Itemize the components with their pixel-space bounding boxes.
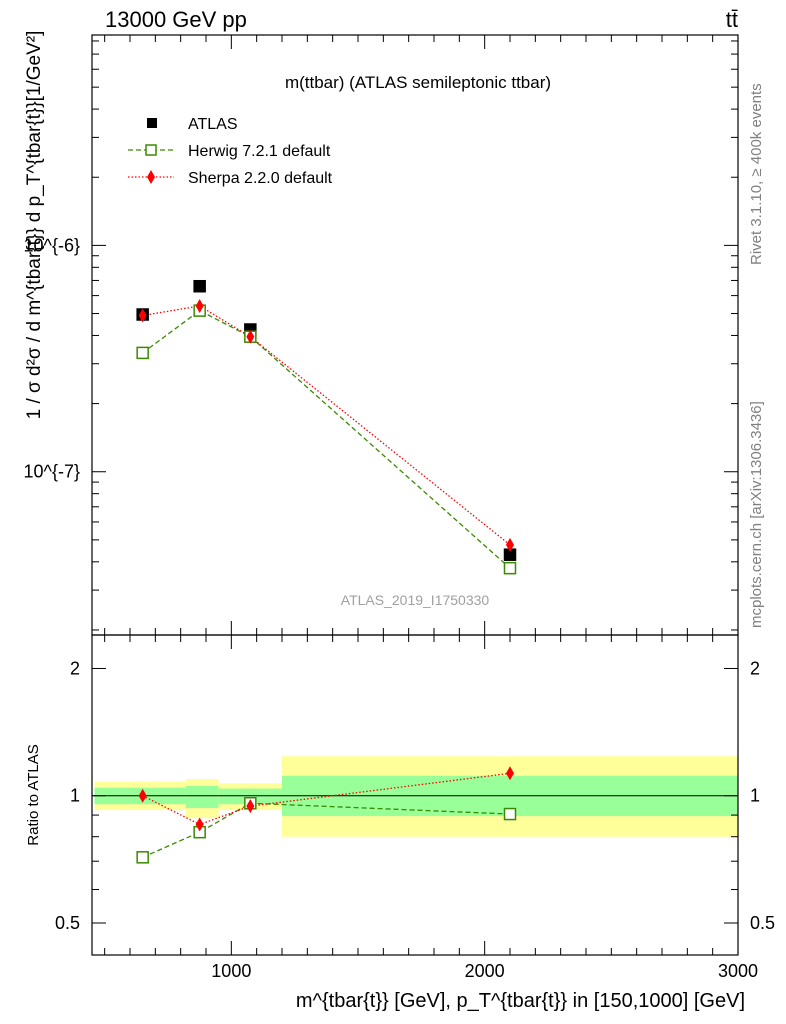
beam-label: 13000 GeV pp [105, 7, 247, 32]
ratio-y-ticks: 0.5 0.5 1 1 2 2 [55, 658, 775, 933]
sherpa-point [195, 298, 204, 313]
sherpa-ratio-point [138, 788, 147, 803]
process-label: tt̄ [726, 7, 738, 32]
legend: ATLAS Herwig 7.2.1 default Sherpa 2.2.0 … [128, 116, 333, 187]
legend-label-atlas: ATLAS [188, 116, 238, 133]
ratio-ylabel: Ratio to ATLAS [25, 744, 42, 845]
main-y-tick-label: 10^{-6} [24, 235, 81, 255]
main-y-tick-label: 10^{-7} [24, 462, 81, 482]
ratio-series-layer [136, 766, 517, 864]
mcplots-label: mcplots.cern.ch [arXiv:1306.3436] [748, 401, 765, 628]
atlas-point [193, 279, 206, 293]
ratio-y-tick-label: 2 [70, 658, 80, 678]
legend-entry-atlas: ATLAS [147, 116, 238, 133]
herwig-point [136, 346, 149, 360]
ratio-xlabel: m^{tbar{t}} [GeV], p_T^{tbar{t}} in [150… [296, 990, 745, 1012]
legend-marker-atlas [147, 118, 157, 128]
legend-entry-sherpa: Sherpa 2.2.0 default [128, 170, 333, 187]
sherpa-ratio-line [142, 772, 511, 826]
main-ylabel: 1 / σ d²σ / d m^{tbar{t}} d p_T^{tbar{t}… [24, 31, 45, 420]
legend-label-sherpa: Sherpa 2.2.0 default [188, 170, 333, 187]
ratio-y-tick-label: 1 [750, 786, 760, 806]
ratio-bands [94, 756, 738, 837]
ratio-x-tick-label: 2000 [465, 961, 505, 981]
ratio-y-tick-label: 2 [750, 658, 760, 678]
sherpa-ratio-point [195, 817, 204, 832]
ratio-y-tick-label: 0.5 [55, 913, 80, 933]
ratio-y-tick-label: 0.5 [750, 913, 775, 933]
analysis-tag: ATLAS_2019_I1750330 [341, 592, 490, 608]
sherpa-ratio-point [246, 799, 255, 814]
ratio-x-tick-label: 3000 [718, 961, 758, 981]
herwig-ratio-point [503, 807, 517, 821]
sherpa-point [138, 308, 147, 323]
uncertainty-band-inner [185, 785, 219, 809]
main-title: m(ttbar) (ATLAS semileptonic ttbar) [285, 73, 551, 92]
legend-marker-sherpa [147, 170, 155, 184]
ratio-y-tick-label: 1 [70, 786, 80, 806]
main-panel: m(ttbar) (ATLAS semileptonic ttbar) ATLA… [24, 31, 739, 636]
herwig-line [142, 309, 511, 569]
ratio-x-tick-label: 1000 [211, 961, 251, 981]
ratio-x-ticks: 1000 2000 3000 [104, 635, 758, 981]
herwig-ratio-line [142, 802, 511, 858]
main-series-layer [136, 279, 517, 575]
ratio-panel: 0.5 0.5 1 1 2 2 1000 2000 3000 Ratio to ATLAS m… [25, 634, 775, 1012]
legend-marker-herwig [145, 144, 157, 156]
main-y-ticks: 10^{-7} 10^{-6} [24, 40, 738, 631]
uncertainty-band-inner [218, 788, 282, 805]
main-x-ticks [104, 35, 739, 635]
herwig-point [503, 561, 517, 575]
herwig-ratio-point [136, 851, 149, 864]
sherpa-point [506, 537, 514, 552]
legend-entry-herwig: Herwig 7.2.1 default [128, 143, 331, 160]
sherpa-ratio-point [506, 766, 514, 781]
rivet-version-label: Rivet 3.1.10, ≥ 400k events [748, 83, 765, 265]
ratio-panel-frame [91, 634, 739, 956]
legend-label-herwig: Herwig 7.2.1 default [188, 143, 331, 160]
sherpa-line [142, 305, 511, 546]
sherpa-point [246, 329, 255, 344]
